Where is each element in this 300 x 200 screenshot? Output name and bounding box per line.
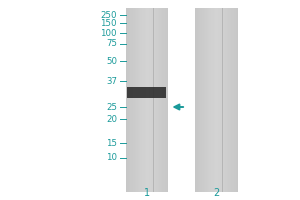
- Bar: [133, 8, 135, 192]
- Bar: [231, 8, 232, 192]
- Bar: [223, 8, 224, 192]
- Bar: [196, 8, 198, 192]
- Text: 20: 20: [106, 114, 117, 123]
- Text: 37: 37: [106, 76, 117, 86]
- Text: 150: 150: [100, 19, 117, 27]
- Bar: [149, 8, 151, 192]
- Text: 15: 15: [106, 138, 117, 147]
- Text: 50: 50: [106, 56, 117, 66]
- Bar: [139, 8, 140, 192]
- Text: 10: 10: [106, 154, 117, 162]
- Bar: [198, 8, 199, 192]
- Bar: [151, 8, 152, 192]
- Bar: [215, 8, 217, 192]
- Bar: [230, 8, 231, 192]
- Bar: [127, 87, 166, 98]
- Bar: [237, 8, 238, 192]
- Bar: [205, 8, 206, 192]
- Bar: [126, 8, 128, 192]
- Text: 75: 75: [106, 40, 117, 48]
- Bar: [143, 8, 145, 192]
- Bar: [209, 8, 211, 192]
- Text: 2: 2: [213, 188, 219, 198]
- Text: 1: 1: [144, 188, 150, 198]
- Bar: [145, 8, 146, 192]
- Bar: [228, 8, 230, 192]
- Bar: [211, 8, 212, 192]
- Bar: [207, 8, 208, 192]
- Bar: [168, 8, 170, 192]
- Bar: [128, 8, 129, 192]
- Bar: [233, 8, 234, 192]
- Bar: [148, 8, 149, 192]
- Bar: [217, 8, 218, 192]
- Bar: [202, 8, 204, 192]
- Bar: [167, 8, 168, 192]
- Bar: [161, 8, 162, 192]
- Bar: [204, 8, 205, 192]
- Bar: [212, 8, 214, 192]
- Bar: [156, 8, 158, 192]
- Bar: [234, 8, 236, 192]
- Bar: [132, 8, 133, 192]
- Bar: [199, 8, 201, 192]
- Bar: [152, 8, 154, 192]
- Bar: [195, 8, 196, 192]
- Bar: [236, 8, 237, 192]
- Text: 100: 100: [100, 28, 117, 38]
- Text: 25: 25: [106, 102, 117, 112]
- Bar: [214, 8, 215, 192]
- Bar: [146, 8, 148, 192]
- Bar: [126, 8, 237, 192]
- Text: 250: 250: [100, 10, 117, 20]
- Bar: [224, 8, 225, 192]
- Bar: [136, 8, 137, 192]
- Bar: [208, 8, 209, 192]
- Bar: [158, 8, 159, 192]
- Bar: [142, 8, 143, 192]
- Bar: [159, 8, 161, 192]
- Bar: [220, 8, 221, 192]
- Bar: [221, 8, 223, 192]
- Bar: [201, 8, 202, 192]
- Bar: [138, 8, 139, 192]
- Bar: [140, 8, 142, 192]
- Bar: [162, 8, 164, 192]
- Bar: [227, 8, 228, 192]
- Bar: [225, 8, 227, 192]
- Bar: [154, 8, 155, 192]
- Bar: [155, 8, 156, 192]
- Bar: [129, 8, 130, 192]
- Bar: [135, 8, 136, 192]
- Bar: [130, 8, 132, 192]
- Bar: [165, 8, 166, 192]
- Bar: [164, 8, 165, 192]
- Bar: [168, 8, 195, 192]
- Bar: [218, 8, 220, 192]
